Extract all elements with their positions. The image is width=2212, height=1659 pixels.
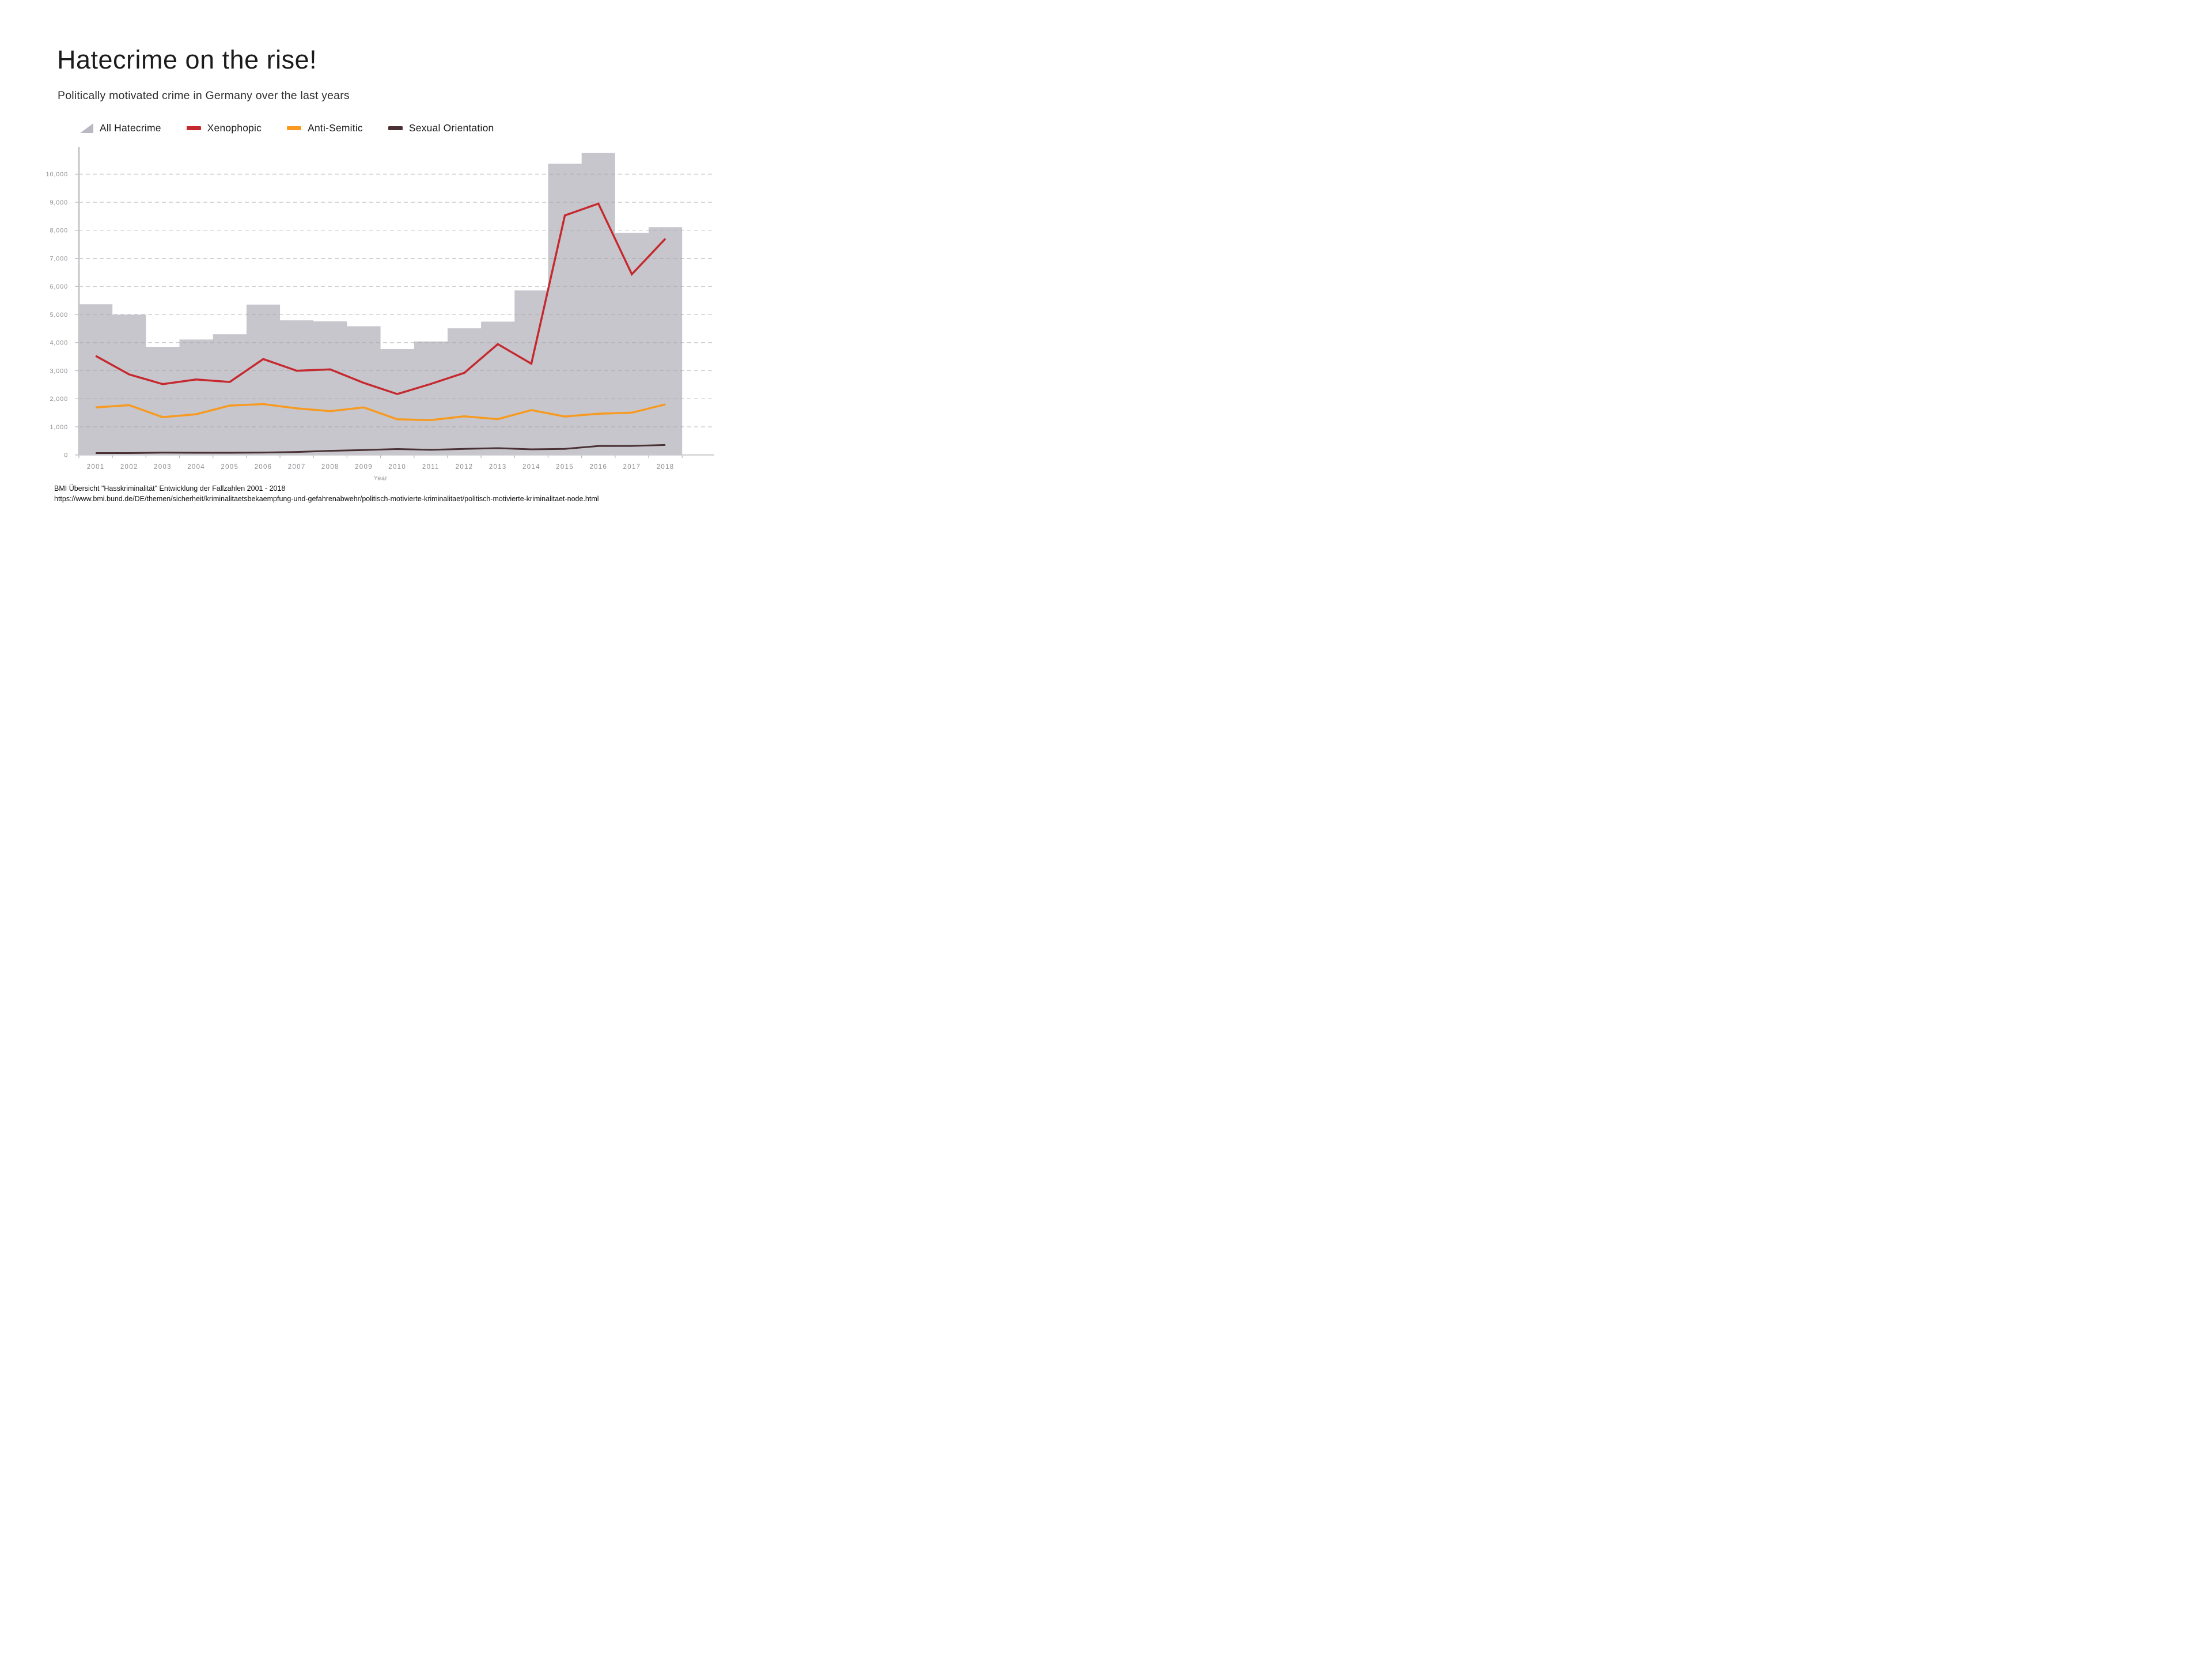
x-axis-label-2016: 2016	[589, 464, 607, 471]
legend-item-xenophopic: Xenophopic	[186, 122, 262, 134]
page-subtitle: Politically motivated crime in Germany o…	[58, 89, 350, 102]
x-axis-label-2001: 2001	[87, 464, 105, 471]
x-axis-label-2005: 2005	[221, 464, 238, 471]
x-axis-title: Year	[373, 475, 387, 482]
x-axis-label-2002: 2002	[120, 464, 138, 471]
legend-label-sexual-orientation: Sexual Orientation	[408, 122, 494, 134]
chart-legend: All Hatecrime Xenophopic Anti-Semitic Se…	[80, 122, 494, 134]
infographic-page: Hatecrime on the rise! Politically motiv…	[0, 0, 737, 553]
legend-item-anti-semitic: Anti-Semitic	[287, 122, 363, 134]
source-line1: BMI Übersicht "Hasskriminalität" Entwick…	[54, 484, 286, 493]
x-axis-label-2010: 2010	[388, 464, 406, 471]
source-line2: https://www.bmi.bund.de/DE/themen/sicher…	[54, 494, 599, 503]
legend-label-anti-semitic: Anti-Semitic	[308, 122, 363, 134]
y-axis-label-6000: 6,000	[50, 283, 68, 290]
x-axis-label-2008: 2008	[321, 464, 339, 471]
dark-line-swatch-icon	[388, 126, 403, 130]
y-axis-label-2000: 2,000	[50, 396, 68, 403]
area-triangle-icon	[80, 123, 93, 133]
x-axis-label-2009: 2009	[355, 464, 373, 471]
red-line-swatch-icon	[186, 126, 201, 130]
x-axis-label-2015: 2015	[556, 464, 574, 471]
x-axis-label-2013: 2013	[489, 464, 507, 471]
x-axis-label-2018: 2018	[657, 464, 675, 471]
page-title: Hatecrime on the rise!	[57, 45, 317, 74]
all-hatecrime-area	[79, 153, 683, 455]
legend-label-xenophopic: Xenophopic	[207, 122, 262, 134]
y-axis-label-1000: 1,000	[50, 424, 68, 431]
y-axis-label-7000: 7,000	[50, 255, 68, 262]
y-axis-label-8000: 8,000	[50, 228, 68, 234]
sexual-orientation-line	[96, 444, 666, 454]
hatecrime-chart: 0 1,000 2,000 3,000 4,000 5,000 6,000 7,000 8,00…	[46, 147, 714, 482]
y-axis-label-4000: 4,000	[50, 340, 68, 347]
legend-label-all-hatecrime: All Hatecrime	[100, 122, 161, 134]
y-axis-label-5000: 5,000	[50, 312, 68, 319]
x-axis-label-2004: 2004	[187, 464, 205, 471]
x-axis-label-2014: 2014	[522, 464, 540, 471]
y-axis-label-3000: 3,000	[50, 368, 68, 374]
anti-semitic-line	[95, 403, 666, 422]
orange-line-swatch-icon	[287, 126, 302, 130]
y-axis-label-10000: 10,000	[46, 171, 68, 178]
x-axis-label-2003: 2003	[154, 464, 172, 471]
xenophopic-line	[95, 202, 666, 395]
source-note: BMI Übersicht "Hasskriminalität" Entwick…	[54, 484, 599, 504]
x-axis-label-2006: 2006	[255, 464, 272, 471]
x-axis-label-2012: 2012	[456, 464, 474, 471]
legend-item-sexual-orientation: Sexual Orientation	[388, 122, 494, 134]
x-axis-label-2011: 2011	[422, 464, 440, 471]
x-axis-label-2017: 2017	[623, 464, 641, 471]
y-axis-label-9000: 9,000	[50, 199, 68, 206]
legend-item-all-hatecrime: All Hatecrime	[80, 122, 161, 134]
y-axis-label-0: 0	[64, 452, 68, 459]
x-axis-label-2007: 2007	[288, 464, 306, 471]
